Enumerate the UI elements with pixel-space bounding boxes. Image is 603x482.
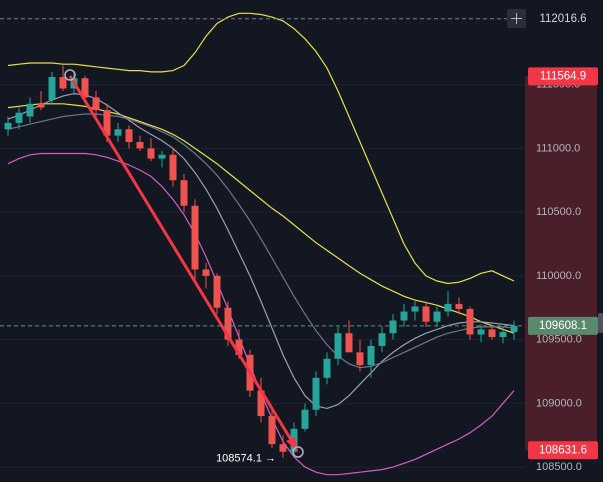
trend-line — [64, 69, 304, 458]
scroll-handle[interactable] — [598, 313, 603, 333]
candle-body — [26, 103, 34, 117]
candle-body — [477, 329, 485, 335]
candle-body — [378, 333, 386, 346]
candle-body — [48, 76, 56, 100]
candle-body — [158, 154, 166, 159]
candle-body — [455, 303, 463, 310]
candle-body — [268, 416, 276, 445]
handle[interactable] — [64, 69, 76, 81]
candle-body — [235, 339, 243, 355]
candle-body — [411, 306, 419, 312]
candle-body — [400, 311, 408, 321]
candle-body — [257, 390, 265, 417]
price-badge-label: 108631.6 — [539, 444, 587, 456]
candle-body — [191, 205, 199, 270]
candle-body — [103, 110, 111, 136]
price-badge-label: 112016.6 — [539, 13, 586, 25]
price-axis: 108500.0 109000.0 109500.0 110000.0 110500.0… — [0, 9, 598, 473]
candle-body — [169, 154, 177, 181]
candle-body — [224, 307, 232, 340]
candle-body — [92, 97, 100, 111]
candle-body — [147, 148, 155, 159]
candle-body — [323, 358, 331, 378]
indicator-line — [7, 92, 515, 410]
y-tick-label: 108500.0 — [536, 461, 582, 473]
price-badge-label: 111564.9 — [540, 70, 586, 82]
price-badge — [528, 316, 598, 335]
price-badge-label: 109608.1 — [539, 320, 587, 332]
candle-body — [301, 409, 309, 429]
candle-body — [114, 129, 122, 136]
handle[interactable] — [292, 446, 304, 458]
candle-body — [37, 103, 45, 108]
candle-body — [499, 331, 507, 338]
candle-body — [136, 142, 144, 149]
indicator-line — [7, 12, 515, 285]
candle-body — [334, 333, 342, 359]
y-tick-label: 110000.0 — [536, 270, 581, 282]
candle-body — [444, 303, 452, 312]
candle-body — [59, 76, 67, 89]
candles — [4, 65, 518, 458]
y-tick-label: 111000.0 — [536, 142, 580, 154]
candle-body — [466, 309, 474, 335]
candle-body — [202, 269, 210, 276]
candle-body — [180, 180, 188, 206]
candle-body — [15, 112, 23, 123]
candle-body — [488, 329, 496, 338]
add-button[interactable] — [507, 9, 526, 28]
candle-body — [125, 129, 133, 143]
y-tick-label: 110500.0 — [536, 206, 581, 218]
candle-body — [81, 78, 89, 98]
price-badge — [528, 441, 598, 460]
candle-body — [433, 311, 441, 322]
price-badge — [528, 67, 598, 86]
candle-body — [510, 325, 518, 332]
candle-body — [279, 444, 287, 452]
candle-body — [422, 306, 430, 322]
candle-body — [4, 122, 12, 130]
candle-body — [312, 377, 320, 410]
indicator-line — [7, 103, 515, 334]
y-tick-label: 109000.0 — [536, 397, 582, 409]
range-zone — [525, 76, 597, 451]
y-tick-label: 109500.0 — [536, 334, 582, 346]
price-badge — [528, 9, 598, 28]
arrow-line — [68, 75, 298, 449]
candle-body — [356, 352, 364, 366]
candle-body — [389, 320, 397, 334]
range-band — [525, 76, 597, 451]
low-marker-label: 108574.1 → — [216, 453, 276, 465]
candle-body — [213, 275, 221, 308]
candle-body — [367, 345, 375, 366]
candle-body — [345, 333, 353, 353]
